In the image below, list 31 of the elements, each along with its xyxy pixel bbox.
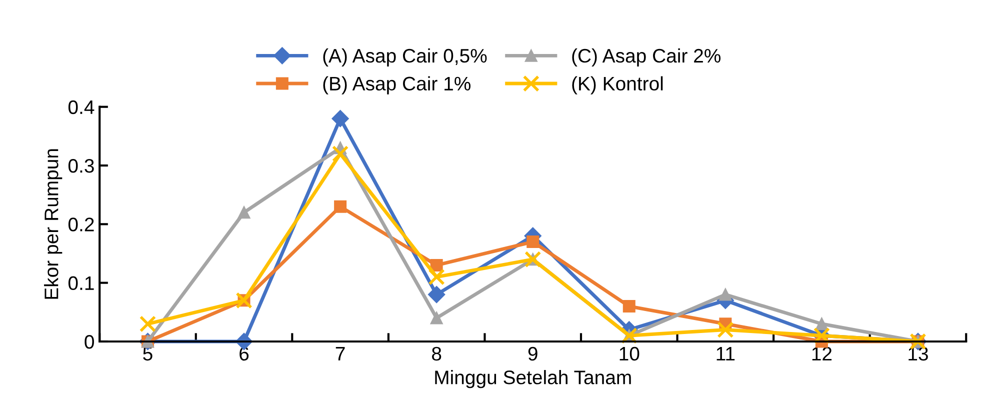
y-tick-label: 0 (84, 334, 94, 349)
y-tick-label: 0.3 (68, 158, 94, 173)
point (622, 300, 636, 313)
point (332, 145, 349, 162)
point (526, 236, 540, 248)
point (238, 206, 250, 219)
point (430, 312, 443, 324)
x-axis-title: Minggu Setelah Tanam (435, 370, 631, 388)
x-tick-label: 11 (716, 347, 735, 360)
legend-label: (A) Asap Cair 0,5% (323, 48, 487, 67)
legend-label: (C) Asap Cair 2% (572, 48, 721, 67)
legend-label: (K) Kontrol (572, 76, 663, 94)
x-tick-label: 8 (432, 346, 442, 361)
point (332, 110, 349, 128)
x-tick-label: 12 (812, 346, 832, 360)
point (719, 288, 732, 301)
legend-label: (B) Asap Cair 1% (323, 76, 470, 94)
y-tick-label: 0.4 (68, 100, 94, 114)
point (334, 200, 347, 213)
point (428, 268, 445, 286)
point (717, 321, 734, 338)
y-tick-label: 0.2 (68, 218, 94, 232)
x-tick-label: 10 (620, 346, 640, 361)
x-tick-label: 9 (528, 346, 538, 361)
point (139, 316, 156, 332)
point (430, 258, 443, 272)
x-tick-label: 7 (336, 347, 345, 360)
y-tick-label: 0.1 (68, 276, 94, 290)
point (428, 286, 446, 304)
y-axis-title: Ekor per Rumpun (44, 149, 62, 299)
point (815, 318, 828, 330)
